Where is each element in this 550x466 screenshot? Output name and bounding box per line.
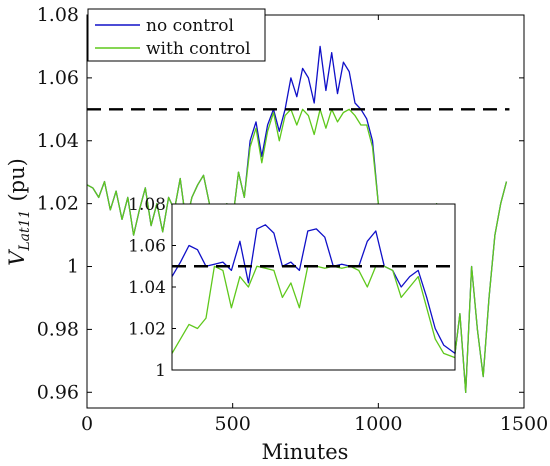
y-tick-label: 1.02	[37, 193, 79, 215]
legend: no control with control	[87, 8, 266, 62]
y-axis-label-main: V	[5, 249, 29, 266]
main-ticks: 0 500 1000 1500 0.96 0.98 1 1.02 1.04 1.06 1.08	[37, 4, 548, 435]
inset-ticks: 1 1.02 1.04 1.06 1.08	[128, 195, 176, 381]
y-tick-label: 0.98	[37, 318, 79, 340]
main-axes: 0 500 1000 1500 0.96 0.98 1 1.02 1.04 1.06 1.08	[37, 4, 548, 435]
y-tick-label: 0.96	[37, 381, 79, 403]
inset-plot-frame	[171, 203, 456, 371]
x-tick-label: 0	[81, 413, 93, 435]
inset-y-tick-label: 1.08	[128, 195, 166, 215]
x-axis-label: Minutes	[262, 440, 349, 464]
y-axis-label-unit: (pu)	[5, 158, 29, 201]
y-tick-label: 1.08	[37, 4, 79, 26]
y-axis-label: VLat11 (pu)	[5, 158, 33, 266]
inset-axes: 1 1.02 1.04 1.06 1.08	[128, 195, 456, 381]
y-tick-label: 1.04	[37, 130, 79, 152]
inset-y-tick-label: 1	[155, 361, 166, 381]
inset-y-tick-label: 1.04	[128, 278, 166, 298]
inset-plot-lines	[171, 224, 456, 359]
y-tick-label: 1.06	[37, 67, 79, 89]
inset-y-tick-label: 1.02	[128, 320, 166, 340]
x-tick-label: 1500	[500, 413, 548, 435]
x-tick-label: 500	[215, 413, 251, 435]
inset-series-line-no-control	[171, 224, 456, 354]
legend-label-no-control: no control	[146, 16, 234, 36]
x-tick-label: 1000	[354, 413, 402, 435]
y-axis-label-subscript: Lat11	[17, 210, 33, 252]
y-tick-label: 1	[67, 256, 79, 278]
legend-label-with-control: with control	[146, 39, 251, 59]
legend-box	[87, 8, 266, 62]
inset-background	[172, 204, 455, 370]
svg-text:VLat11(pu): VLat11 (pu)	[5, 158, 33, 266]
inset-y-tick-label: 1.06	[128, 237, 166, 257]
main-plot-frame	[86, 14, 525, 409]
